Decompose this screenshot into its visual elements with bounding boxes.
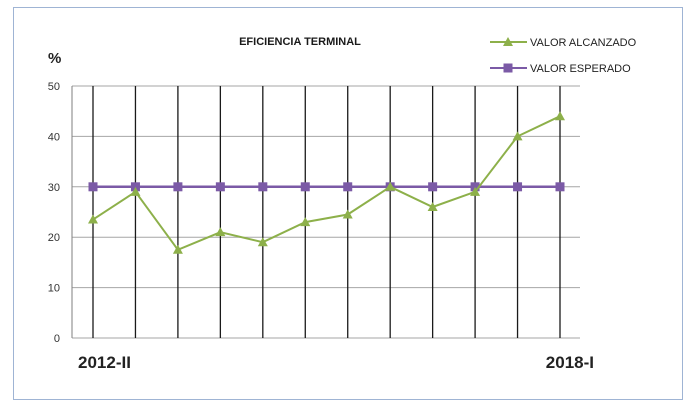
data-point-triangle	[470, 186, 481, 196]
data-point-triangle	[172, 244, 183, 254]
data-point-triangle	[130, 186, 141, 196]
data-point-square	[300, 182, 310, 192]
data-point-triangle	[215, 227, 226, 237]
data-point-square	[428, 182, 438, 192]
x-start-label: 2012-II	[78, 353, 131, 372]
series-layer	[88, 111, 565, 254]
y-tick-label: 50	[48, 81, 60, 93]
chart-title: EFICIENCIA TERMINAL	[239, 36, 361, 48]
data-point-triangle	[342, 209, 353, 219]
axes: 0 10 20 30 40 50	[48, 81, 73, 345]
legend: VALOR ALCANZADO VALOR ESPERADO	[490, 37, 637, 75]
data-point-square	[173, 182, 183, 192]
legend-label: VALOR ESPERADO	[530, 63, 631, 75]
y-tick-label: 10	[48, 283, 60, 295]
data-point-triangle	[427, 201, 438, 211]
y-tick-label: 40	[48, 131, 60, 143]
x-end-label: 2018-I	[546, 353, 594, 372]
y-tick-label: 0	[54, 333, 60, 345]
y-tick-label: 20	[48, 232, 60, 244]
y-axis-label: %	[48, 50, 61, 67]
data-point-triangle	[257, 237, 268, 247]
data-point-triangle	[512, 131, 523, 141]
data-point-square	[470, 182, 480, 192]
data-point-square	[88, 182, 98, 192]
legend-item-valor-alcanzado: VALOR ALCANZADO	[490, 37, 637, 49]
data-point-triangle	[385, 181, 396, 191]
data-point-triangle	[88, 214, 98, 224]
legend-label: VALOR ALCANZADO	[530, 37, 637, 49]
data-point-square	[130, 182, 140, 192]
data-point-triangle	[555, 111, 565, 121]
legend-item-valor-esperado: VALOR ESPERADO	[490, 63, 631, 75]
legend-triangle-marker	[503, 37, 513, 46]
data-point-square	[215, 182, 225, 192]
data-point-square	[343, 182, 353, 192]
data-point-square	[513, 182, 523, 192]
series-line-valor-alcanzado	[92, 115, 561, 252]
data-point-triangle	[300, 217, 311, 227]
legend-square-marker	[503, 63, 513, 73]
data-point-square	[258, 182, 268, 192]
drop-lines	[92, 86, 561, 338]
data-point-square	[555, 182, 565, 192]
y-tick-label: 30	[48, 182, 60, 194]
grid-lines	[72, 85, 580, 339]
